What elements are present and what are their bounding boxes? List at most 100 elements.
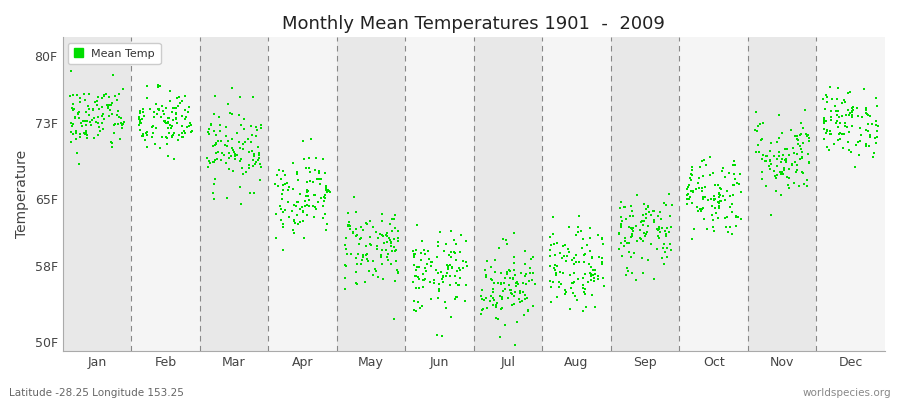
Point xyxy=(241,148,256,155)
Point xyxy=(269,234,284,241)
Point xyxy=(95,120,110,127)
Point xyxy=(268,211,283,217)
Title: Monthly Mean Temperatures 1901  -  2009: Monthly Mean Temperatures 1901 - 2009 xyxy=(283,15,665,33)
Point xyxy=(778,157,792,163)
Point xyxy=(444,249,458,255)
Point xyxy=(621,267,635,274)
Point xyxy=(752,121,767,127)
Point xyxy=(664,202,679,208)
Point xyxy=(158,119,172,126)
Point xyxy=(443,262,457,268)
Point xyxy=(414,250,428,256)
Point xyxy=(824,108,838,114)
Point xyxy=(344,251,358,258)
Point xyxy=(181,109,195,116)
Point xyxy=(576,308,590,315)
Point xyxy=(214,157,229,164)
Point xyxy=(104,100,119,106)
Point xyxy=(207,175,221,182)
Point xyxy=(435,276,449,282)
Point xyxy=(302,188,316,194)
Point xyxy=(135,133,149,139)
Point xyxy=(410,267,424,273)
Point xyxy=(554,281,568,287)
Point xyxy=(759,182,773,189)
Point xyxy=(684,188,698,194)
Point xyxy=(685,200,699,206)
Point xyxy=(634,218,649,225)
Point xyxy=(586,267,600,273)
Point xyxy=(103,106,117,113)
Point xyxy=(137,113,151,119)
Point xyxy=(338,274,352,281)
Point xyxy=(360,221,374,227)
Point xyxy=(439,240,454,247)
Point xyxy=(706,193,721,200)
Point xyxy=(133,116,148,123)
Point xyxy=(205,143,220,149)
Bar xyxy=(268,37,337,351)
Point xyxy=(778,156,793,163)
Point xyxy=(584,255,598,261)
Point xyxy=(152,106,166,113)
Point xyxy=(96,92,111,99)
Point xyxy=(320,189,334,195)
Point xyxy=(651,227,665,233)
Point xyxy=(707,195,722,202)
Point xyxy=(764,212,778,219)
Point xyxy=(348,269,363,276)
Point xyxy=(829,120,843,126)
Point xyxy=(248,161,262,167)
Point xyxy=(422,256,436,262)
Point xyxy=(407,250,421,257)
Point xyxy=(110,112,124,118)
Point xyxy=(112,91,127,98)
Point xyxy=(706,196,721,202)
Point xyxy=(663,224,678,230)
Point xyxy=(418,276,432,282)
Point xyxy=(519,295,534,301)
Point xyxy=(392,238,406,244)
Point xyxy=(846,104,860,110)
Point xyxy=(131,122,146,128)
Point xyxy=(250,156,265,163)
Point xyxy=(236,146,250,152)
Point xyxy=(316,202,330,209)
Point xyxy=(755,169,770,175)
Point xyxy=(200,155,214,161)
Point xyxy=(695,188,709,194)
Point xyxy=(685,189,699,196)
Point xyxy=(97,93,112,100)
Point xyxy=(513,299,527,306)
Point xyxy=(594,235,608,241)
Point xyxy=(493,270,508,276)
Point xyxy=(448,296,463,302)
Point xyxy=(577,258,591,265)
Point xyxy=(290,199,304,205)
Point xyxy=(73,131,87,137)
Point xyxy=(855,114,869,120)
Point xyxy=(839,111,853,118)
Point xyxy=(370,243,384,250)
Point xyxy=(795,169,809,176)
Point xyxy=(486,294,500,301)
Point xyxy=(86,107,100,114)
Point xyxy=(281,198,295,205)
Point xyxy=(729,212,743,219)
Point xyxy=(77,130,92,136)
Point xyxy=(597,282,611,289)
Point xyxy=(79,132,94,138)
Point xyxy=(846,106,860,113)
Point xyxy=(651,213,665,220)
Point xyxy=(409,247,423,253)
Point xyxy=(546,241,561,247)
Point xyxy=(306,179,320,185)
Point xyxy=(449,294,464,300)
Point xyxy=(381,251,395,257)
Point xyxy=(453,249,467,255)
Point xyxy=(550,262,564,269)
Point xyxy=(92,106,106,112)
Point xyxy=(223,110,238,116)
Point xyxy=(781,151,796,158)
Point xyxy=(622,249,636,256)
